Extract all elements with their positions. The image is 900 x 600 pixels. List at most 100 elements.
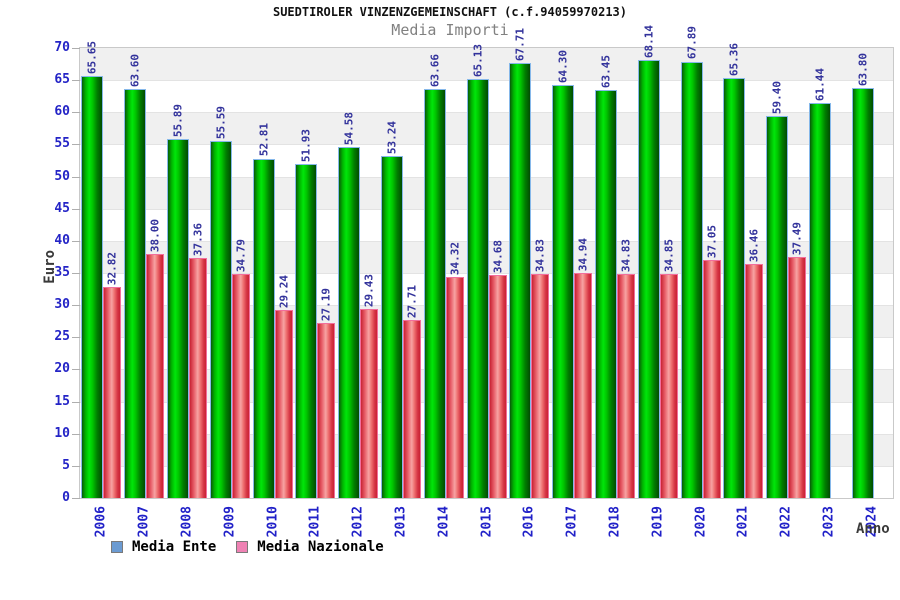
bar-value-label: 52.81 (257, 123, 271, 157)
bar-group: 55.59 34.79 2009 (208, 48, 251, 537)
y-axis-tick-label: 60 (54, 104, 70, 120)
bar-group: 52.81 29.24 2010 (251, 48, 294, 537)
bar-value-label: 27.19 (319, 288, 333, 322)
bar-group: 68.14 34.85 2019 (636, 25, 679, 537)
y-axis-tick-mark (72, 208, 80, 210)
bar-group: 65.13 34.68 2015 (465, 44, 508, 537)
bar-value-label: 65.13 (471, 44, 485, 78)
bar-group: 63.45 34.83 2018 (594, 48, 637, 537)
y-axis-tick-label: 40 (54, 232, 70, 248)
bar-value-label: 29.24 (277, 274, 291, 309)
bar-value-label: 37.49 (790, 221, 804, 255)
bar-value-label: 34.94 (576, 238, 590, 272)
chart-subtitle: Media Importi (391, 21, 509, 39)
bar-value-label: 37.36 (191, 222, 205, 256)
bar-value-label: 64.30 (556, 49, 570, 83)
bar-media-nazionale: 34.32 (445, 242, 464, 498)
y-axis-tick-label: 25 (54, 329, 70, 345)
x-axis-year-label: 2006 (93, 506, 109, 538)
bar-value-label: 38.00 (148, 218, 162, 252)
bar-media-nazionale: 37.36 (188, 223, 207, 498)
y-axis-tick-mark (72, 112, 80, 114)
grid-band (80, 48, 893, 81)
legend-swatch-media-nazionale (236, 541, 249, 553)
bar-value-label: 63.45 (599, 54, 613, 89)
bar-value-label: 34.83 (533, 238, 547, 273)
bar-value-label: 29.43 (362, 273, 376, 307)
bar-media-ente: 65.13 (466, 44, 489, 498)
y-axis-tick-mark (72, 144, 80, 146)
bar-group: 63.60 38.00 2007 (123, 48, 166, 537)
x-axis-year-label: 2015 (479, 506, 495, 538)
bar-media-nazionale: 37.05 (702, 225, 721, 498)
y-axis-tick-label: 70 (54, 40, 70, 55)
bar-value-label: 36.46 (747, 228, 761, 262)
y-axis-tick-label: 10 (54, 425, 70, 441)
bar-value-label: 63.80 (856, 52, 870, 86)
bar-media-ente: 59.40 (766, 81, 789, 498)
bar-media-nazionale: 29.24 (274, 275, 293, 498)
bar-media-ente: 63.66 (423, 54, 446, 498)
x-axis-title: Anno (856, 521, 890, 537)
bar-group: 63.66 34.32 2014 (422, 48, 465, 537)
bar-media-ente: 55.89 (166, 104, 189, 498)
y-axis-tick-label: 15 (54, 393, 70, 409)
bar-media-ente: 63.45 (594, 55, 617, 498)
x-axis-year-label: 2020 (693, 506, 709, 538)
legend-label-media-nazionale: Media Nazionale (257, 539, 384, 555)
x-axis-year-label: 2014 (436, 506, 452, 538)
bar-media-nazionale: 27.71 (402, 285, 421, 498)
bar-value-label: 65.36 (727, 42, 741, 76)
bar-media-ente: 51.93 (295, 129, 318, 498)
bar-group: 53.24 27.71 2013 (380, 48, 423, 537)
bar-group: 54.58 29.43 2012 (337, 48, 380, 537)
x-axis-year-label: 2017 (564, 506, 580, 538)
bar-media-nazionale: 32.82 (103, 252, 122, 498)
bar-media-ente: 53.24 (380, 121, 403, 498)
bar-media-ente: 65.65 (81, 41, 104, 498)
bar-media-nazionale: 38.00 (146, 219, 165, 498)
bar-group: 63.80 2024 (850, 48, 893, 537)
legend-swatch-media-ente (111, 541, 123, 553)
bar-value-label: 63.60 (128, 54, 142, 88)
y-axis-tick-label: 0 (62, 490, 70, 505)
bar-media-nazionale: 34.83 (531, 239, 550, 498)
bar-value-label: 37.05 (705, 224, 719, 258)
y-axis-tick-mark (72, 176, 80, 178)
legend: Media Ente Media Nazionale (111, 539, 384, 555)
bar-value-label: 55.59 (214, 105, 228, 139)
bar-value-label: 34.85 (662, 238, 676, 272)
bar-value-label: 67.71 (513, 27, 527, 61)
bar-value-label: 34.32 (448, 242, 462, 276)
bar-value-label: 59.40 (770, 81, 784, 115)
x-axis-year-label: 2007 (136, 506, 152, 538)
y-axis-tick-label: 30 (54, 297, 70, 313)
bar-media-ente: 65.36 (723, 43, 746, 498)
x-axis-year-label: 2018 (607, 506, 623, 538)
bar-media-nazionale: 27.19 (317, 288, 336, 498)
x-axis-year-label: 2012 (350, 506, 366, 538)
bar-value-label: 34.68 (491, 239, 505, 274)
bar-media-nazionale: 34.94 (574, 238, 593, 498)
bar-group: 67.89 37.05 2020 (679, 26, 722, 537)
bar-media-nazionale: 37.49 (788, 222, 807, 498)
y-axis-tick-label: 65 (54, 72, 70, 88)
y-axis-tick-mark (72, 369, 80, 371)
bar-media-nazionale: 34.83 (616, 239, 635, 498)
y-axis-tick-mark (72, 433, 80, 435)
y-axis-tick-label: 35 (54, 265, 70, 280)
bar-media-nazionale: 34.85 (659, 239, 678, 498)
bar-value-label: 67.89 (685, 26, 699, 60)
bar-group: 55.89 37.36 2008 (166, 48, 209, 537)
y-axis-tick-label: 55 (54, 136, 70, 152)
legend-label-media-ente: Media Ente (132, 539, 217, 555)
bar-media-ente: 64.30 (552, 50, 575, 498)
y-axis-tick-label: 45 (54, 200, 70, 216)
bar-value-label: 65.65 (85, 40, 99, 74)
bar-media-nazionale: 34.79 (231, 239, 250, 498)
x-axis-year-label: 2008 (179, 506, 195, 538)
plot-area: 0 5 10 15 20 25 30 35 40 45 50 55 60 65 70 65.65 32.82 20… (54, 25, 894, 537)
bar-media-ente: 52.81 (252, 123, 275, 498)
y-axis-tick-mark (72, 498, 80, 499)
